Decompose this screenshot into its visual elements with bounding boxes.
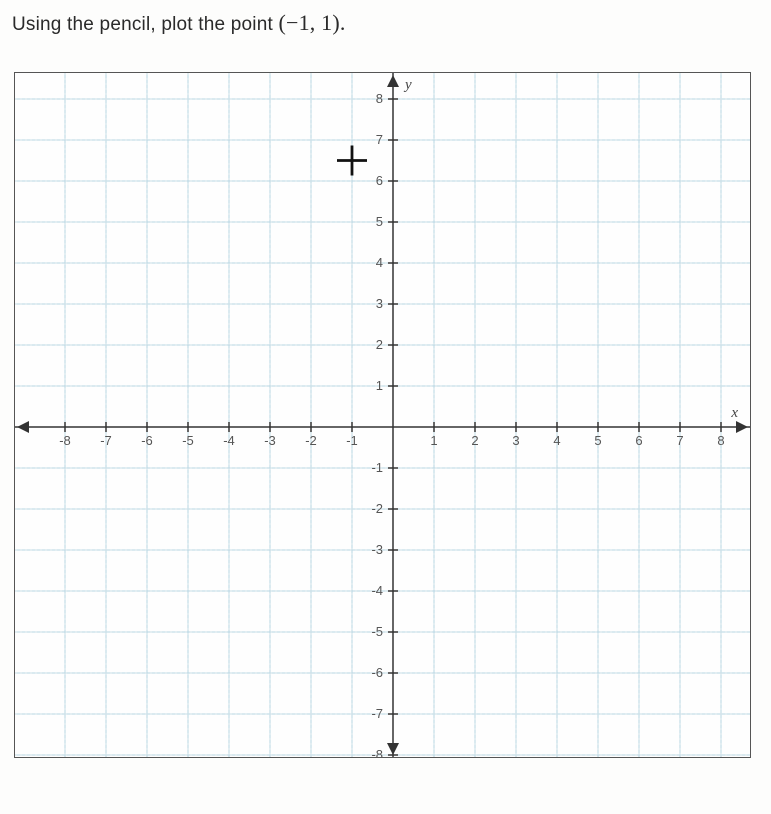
instruction-point: (−1, 1). xyxy=(278,10,345,35)
svg-text:1: 1 xyxy=(430,433,437,448)
svg-text:6: 6 xyxy=(635,433,642,448)
grid-svg: -8 -7 -6 -5 -4 -3 -2 -1 1 2 3 4 5 6 7 8 -8 -7 -6 -5 -4 -3 -2 -1… xyxy=(15,73,750,757)
svg-text:-5: -5 xyxy=(182,433,194,448)
svg-text:2: 2 xyxy=(376,337,383,352)
svg-text:6: 6 xyxy=(376,173,383,188)
svg-text:4: 4 xyxy=(553,433,560,448)
svg-text:3: 3 xyxy=(376,296,383,311)
svg-text:-6: -6 xyxy=(371,665,383,680)
svg-text:-7: -7 xyxy=(100,433,112,448)
svg-text:4: 4 xyxy=(376,255,383,270)
svg-text:2: 2 xyxy=(471,433,478,448)
svg-text:3: 3 xyxy=(512,433,519,448)
svg-text:7: 7 xyxy=(376,132,383,147)
svg-text:-5: -5 xyxy=(371,624,383,639)
svg-text:-4: -4 xyxy=(371,583,383,598)
svg-text:-1: -1 xyxy=(346,433,358,448)
svg-text:-4: -4 xyxy=(223,433,235,448)
svg-text:1: 1 xyxy=(376,378,383,393)
svg-text:5: 5 xyxy=(594,433,601,448)
coordinate-plane[interactable]: -8 -7 -6 -5 -4 -3 -2 -1 1 2 3 4 5 6 7 8 -8 -7 -6 -5 -4 -3 -2 -1… xyxy=(14,72,751,758)
svg-text:-2: -2 xyxy=(371,501,383,516)
svg-text:-8: -8 xyxy=(371,747,383,757)
pencil-cursor-icon[interactable] xyxy=(337,146,367,176)
svg-text:-7: -7 xyxy=(371,706,383,721)
instruction-text: Using the pencil, plot the point (−1, 1)… xyxy=(12,10,759,36)
svg-text:-2: -2 xyxy=(305,433,317,448)
instruction-prefix: Using the pencil, plot the point xyxy=(12,14,278,35)
svg-text:7: 7 xyxy=(676,433,683,448)
svg-text:5: 5 xyxy=(376,214,383,229)
svg-text:-8: -8 xyxy=(59,433,71,448)
svg-text:-3: -3 xyxy=(371,542,383,557)
svg-text:8: 8 xyxy=(717,433,724,448)
svg-text:8: 8 xyxy=(376,91,383,106)
svg-text:y: y xyxy=(403,77,412,93)
svg-text:-1: -1 xyxy=(371,460,383,475)
svg-text:-3: -3 xyxy=(264,433,276,448)
svg-text:-6: -6 xyxy=(141,433,153,448)
svg-text:x: x xyxy=(730,405,738,421)
